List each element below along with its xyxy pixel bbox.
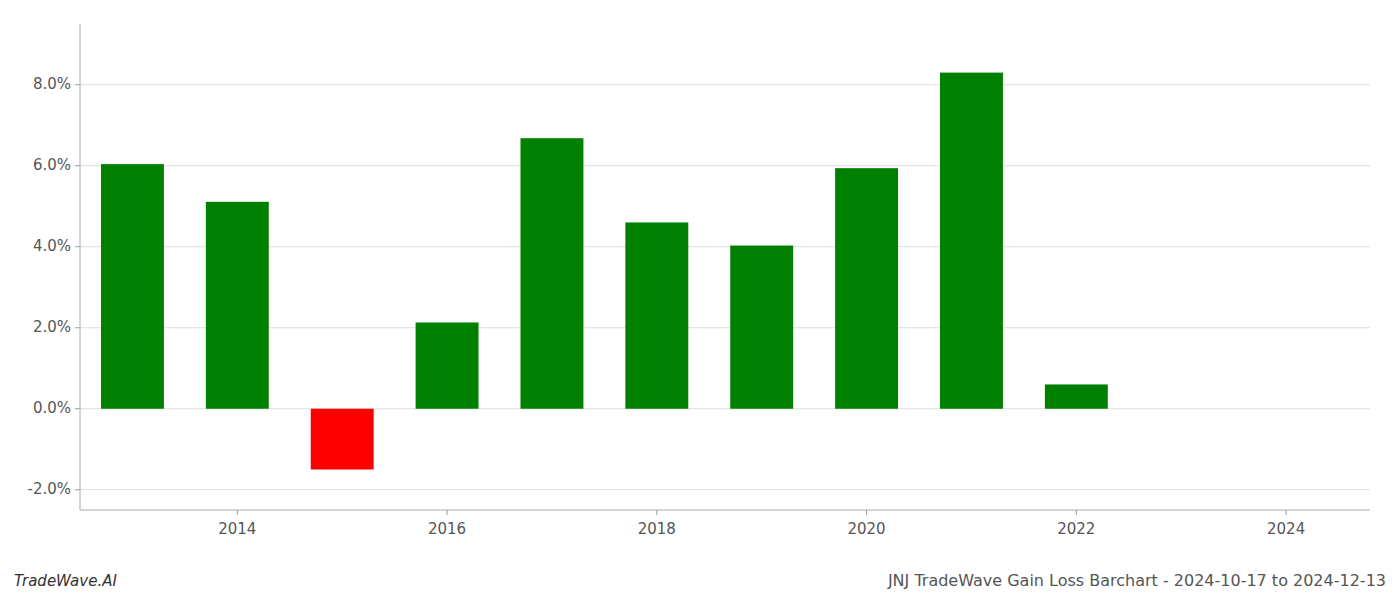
grid-line xyxy=(80,489,1370,490)
x-tick xyxy=(447,510,448,515)
y-tick xyxy=(75,489,80,490)
x-axis: 2014 2016 2018 2020 2022 2024 xyxy=(80,510,1370,538)
y-tick xyxy=(75,327,80,328)
x-tick xyxy=(866,510,867,515)
x-tick xyxy=(1286,510,1287,515)
y-tick xyxy=(75,408,80,409)
y-axis: -2.0% 0.0% 2.0% 4.0% 6.0% 8.0% xyxy=(27,24,80,510)
bar xyxy=(101,164,164,409)
chart: -2.0% 0.0% 2.0% 4.0% 6.0% 8.0% 2014 2016 2018 202… xyxy=(0,0,1400,600)
y-tick-label: 0.0% xyxy=(33,399,71,417)
bar xyxy=(940,73,1003,409)
x-tick-label: 2020 xyxy=(847,520,885,538)
bar xyxy=(835,168,898,409)
title: JNJ TradeWave Gain Loss Barchart - 2024-… xyxy=(887,571,1386,590)
y-tick-label: 4.0% xyxy=(33,237,71,255)
grid-line xyxy=(80,246,1370,247)
x-axis-line xyxy=(80,510,1370,511)
y-tick xyxy=(75,84,80,85)
y-tick-label: 6.0% xyxy=(33,156,71,174)
x-tick-label: 2022 xyxy=(1057,520,1095,538)
x-tick-label: 2024 xyxy=(1267,520,1305,538)
x-tick-label: 2018 xyxy=(638,520,676,538)
y-tick-label: 2.0% xyxy=(33,318,71,336)
y-tick xyxy=(75,246,80,247)
y-tick xyxy=(75,165,80,166)
x-tick xyxy=(237,510,238,515)
grid-line xyxy=(80,327,1370,328)
grid xyxy=(80,85,1370,490)
grid-line xyxy=(80,408,1370,409)
bar xyxy=(311,409,374,470)
bar xyxy=(1150,408,1213,409)
bar xyxy=(206,202,269,409)
y-axis-line xyxy=(80,24,81,510)
bars xyxy=(101,73,1108,470)
x-tick xyxy=(656,510,657,515)
y-tick-label: -2.0% xyxy=(27,480,71,498)
bar xyxy=(625,222,688,408)
watermark: TradeWave.AI xyxy=(14,572,117,590)
bar xyxy=(730,246,793,409)
x-tick-label: 2016 xyxy=(428,520,466,538)
grid-line xyxy=(80,84,1370,85)
y-tick-label: 8.0% xyxy=(33,75,71,93)
bar xyxy=(1045,384,1108,408)
grid-line xyxy=(80,165,1370,166)
x-tick-label: 2014 xyxy=(218,520,256,538)
bar xyxy=(416,322,479,408)
bar xyxy=(520,138,583,409)
x-tick xyxy=(1076,510,1077,515)
